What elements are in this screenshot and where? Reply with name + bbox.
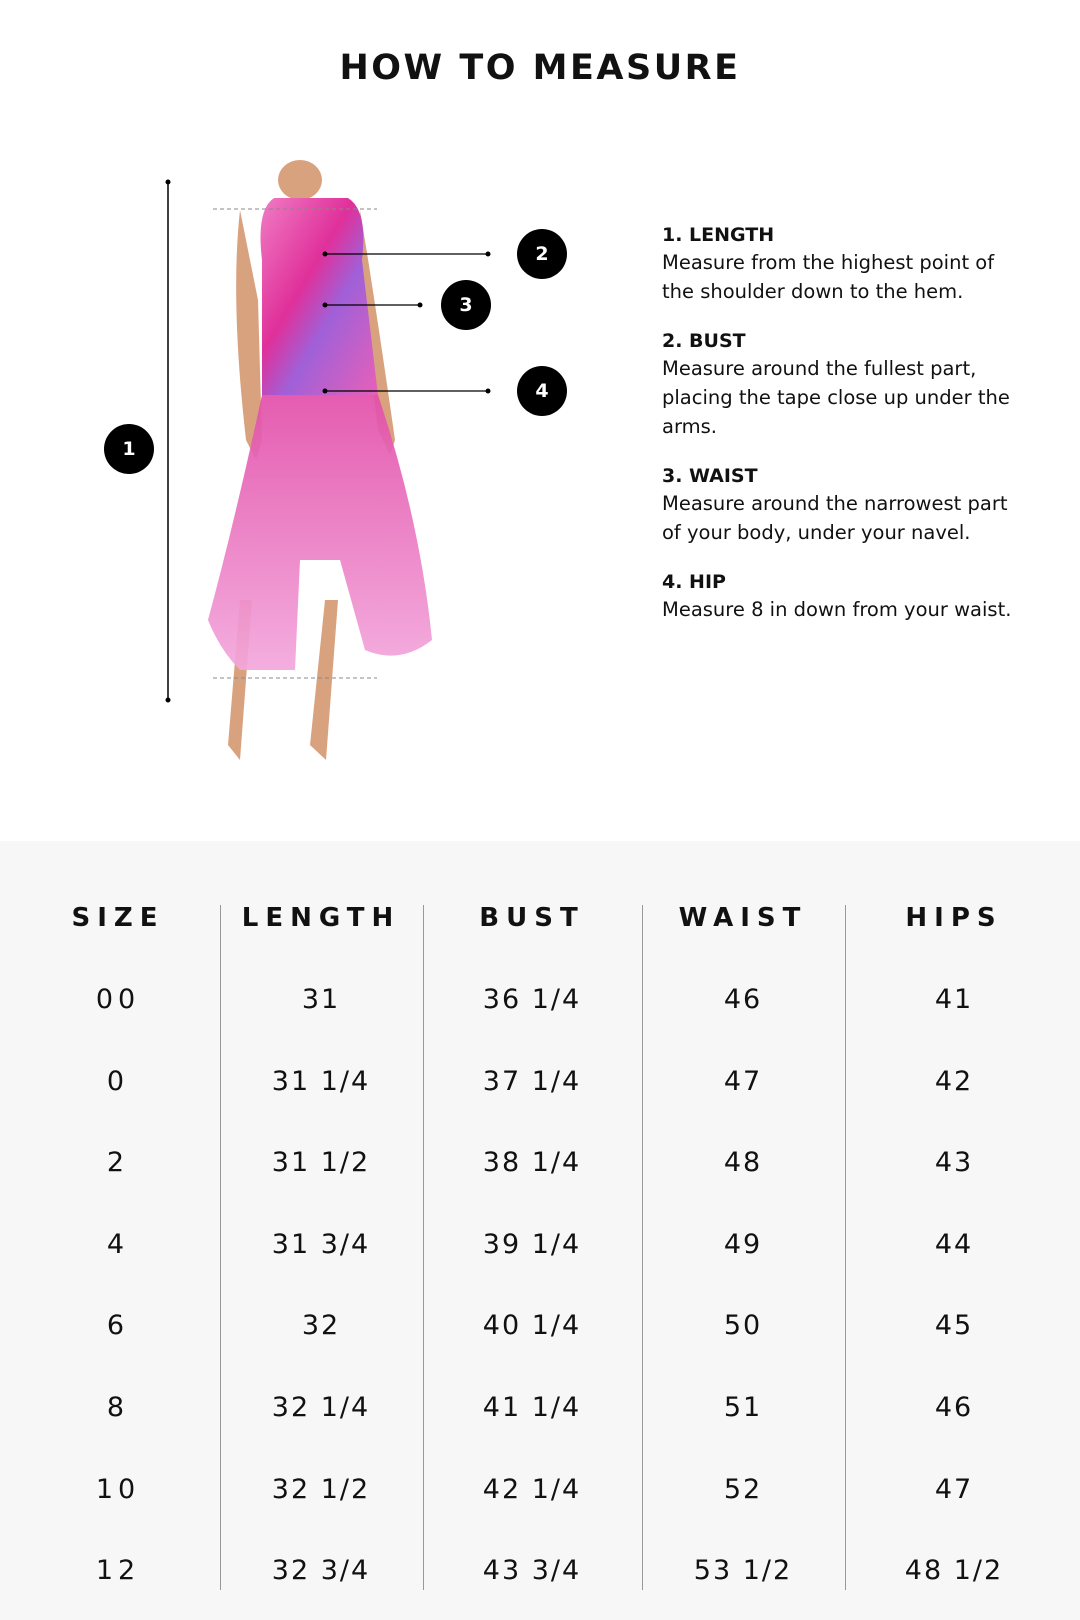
cell-bust: 38 1/4	[482, 1147, 582, 1179]
marker-1: 1	[104, 424, 154, 474]
cell-length: 32 3/4	[271, 1555, 371, 1587]
cell-hips: 45	[934, 1310, 974, 1342]
cell-bust: 40 1/4	[482, 1310, 582, 1342]
instruction-heading: 2. BUST	[662, 330, 746, 352]
cell-size: 6	[106, 1310, 130, 1342]
measure-instructions: 1. LENGTH Measure from the highest point…	[662, 222, 1022, 646]
cell-length: 32 1/4	[271, 1392, 371, 1423]
column-divider	[423, 905, 424, 1590]
instruction-heading: 3. WAIST	[662, 465, 758, 487]
marker-2: 2	[517, 229, 567, 279]
cell-bust: 36 1/4	[482, 984, 582, 1015]
header-bust: BUST	[479, 903, 585, 933]
cell-waist: 46	[723, 984, 763, 1015]
cell-length: 32 1/2	[271, 1473, 371, 1505]
header-size: SIZE	[71, 903, 165, 933]
cell-waist: 47	[723, 1065, 763, 1097]
page-title: HOW TO MEASURE	[339, 48, 741, 88]
cell-bust: 43 3/4	[482, 1555, 582, 1587]
cell-waist: 51	[723, 1392, 763, 1423]
cell-length: 31 3/4	[271, 1228, 371, 1260]
cell-size: 4	[106, 1228, 130, 1260]
cell-hips: 42	[934, 1065, 974, 1097]
column-divider	[220, 905, 221, 1590]
instruction-text: Measure around the narrowest part of you…	[662, 492, 1008, 544]
cell-waist: 48	[723, 1147, 763, 1179]
cell-hips: 46	[934, 1392, 974, 1423]
cell-hips: 41	[934, 984, 974, 1015]
measurement-diagram	[165, 160, 491, 760]
cell-size: 00	[95, 984, 141, 1015]
cell-size: 0	[106, 1065, 130, 1097]
instruction-length: 1. LENGTH Measure from the highest point…	[662, 222, 1022, 306]
instruction-bust: 2. BUST Measure around the fullest part,…	[662, 328, 1022, 441]
cell-waist: 52	[723, 1473, 763, 1505]
cell-hips: 44	[934, 1228, 974, 1260]
cell-length: 32	[301, 1310, 341, 1342]
instruction-text: Measure from the highest point of the sh…	[662, 251, 995, 303]
cell-hips: 48 1/2	[904, 1555, 1004, 1587]
cell-size: 8	[106, 1392, 130, 1423]
instruction-waist: 3. WAIST Measure around the narrowest pa…	[662, 463, 1022, 547]
cell-hips: 43	[934, 1147, 974, 1179]
header-hips: HIPS	[905, 903, 1003, 933]
header-length: LENGTH	[241, 903, 401, 933]
header-waist: WAIST	[678, 903, 808, 933]
size-chart-section	[0, 841, 1080, 1620]
cell-length: 31 1/4	[271, 1065, 371, 1097]
cell-bust: 42 1/4	[482, 1473, 582, 1505]
instruction-text: Measure around the fullest part, placing…	[662, 357, 1010, 438]
cell-hips: 47	[934, 1473, 974, 1505]
cell-size: 10	[95, 1473, 141, 1505]
cell-waist: 53 1/2	[693, 1555, 793, 1587]
column-divider	[642, 905, 643, 1590]
column-divider	[845, 905, 846, 1590]
cell-size: 12	[95, 1555, 141, 1587]
cell-bust: 41 1/4	[482, 1392, 582, 1423]
cell-bust: 39 1/4	[482, 1228, 582, 1260]
cell-length: 31	[301, 984, 341, 1015]
instruction-hip: 4. HIP Measure 8 in down from your waist…	[662, 569, 1022, 624]
cell-length: 31 1/2	[271, 1147, 371, 1179]
marker-3: 3	[441, 280, 491, 330]
cell-waist: 50	[723, 1310, 763, 1342]
instruction-heading: 4. HIP	[662, 571, 726, 593]
dress-skirt	[208, 395, 432, 670]
instruction-text: Measure 8 in down from your waist.	[662, 598, 1012, 621]
marker-4: 4	[517, 366, 567, 416]
cell-bust: 37 1/4	[482, 1065, 582, 1097]
dress-bodice	[260, 198, 378, 395]
cell-waist: 49	[723, 1228, 763, 1260]
instruction-heading: 1. LENGTH	[662, 224, 775, 246]
cell-size: 2	[106, 1147, 130, 1179]
model-figure	[208, 160, 432, 760]
